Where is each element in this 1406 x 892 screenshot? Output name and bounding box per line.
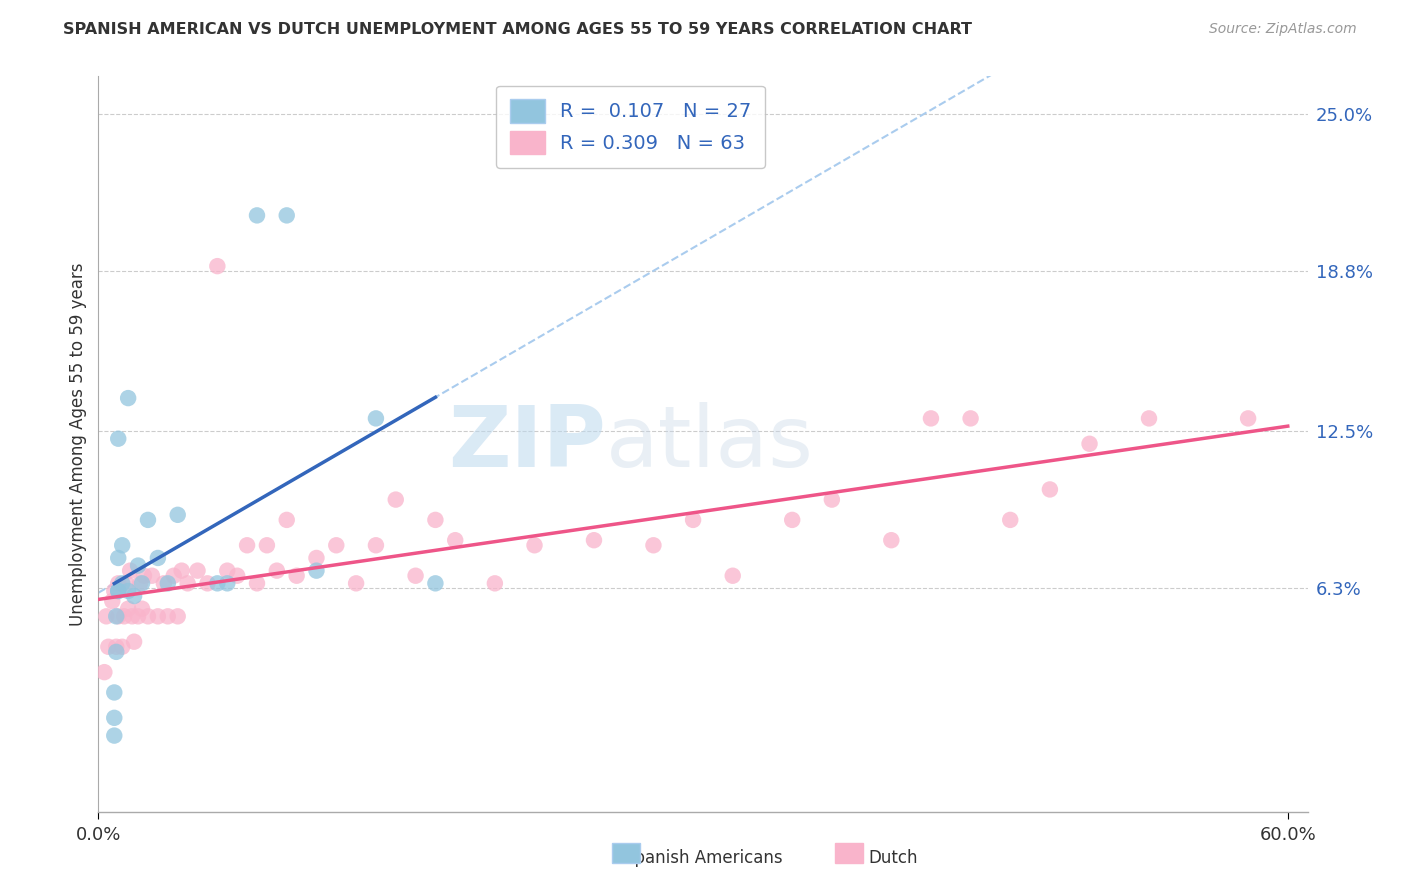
Point: [111, 640, 134, 654]
Point: [217, 576, 239, 591]
Point: [131, 601, 153, 615]
Point: [176, 576, 198, 591]
Point: [276, 208, 298, 222]
Point: [163, 568, 186, 582]
Point: [115, 576, 138, 591]
Point: [107, 576, 129, 591]
Point: [305, 564, 328, 578]
Point: [117, 391, 139, 405]
Point: [127, 558, 149, 573]
Point: [170, 564, 193, 578]
Point: [146, 609, 169, 624]
Point: [197, 576, 219, 591]
Point: [444, 533, 467, 548]
Point: [207, 259, 229, 273]
Point: [425, 513, 447, 527]
Text: Source: ZipAtlas.com: Source: ZipAtlas.com: [1209, 22, 1357, 37]
Point: [107, 609, 129, 624]
Point: [120, 564, 142, 578]
Point: [153, 576, 176, 591]
Point: [129, 576, 152, 591]
Point: [136, 513, 159, 527]
Point: [344, 576, 367, 591]
Point: [217, 564, 239, 578]
Point: [96, 609, 118, 624]
Point: [285, 568, 308, 582]
Point: [186, 564, 208, 578]
Point: [721, 568, 744, 582]
Point: [207, 576, 229, 591]
Point: [236, 538, 259, 552]
Point: [103, 729, 125, 743]
Point: [582, 533, 605, 548]
Point: [107, 583, 129, 598]
Point: [166, 508, 188, 522]
Point: [131, 576, 153, 591]
Point: [384, 492, 406, 507]
Point: [166, 609, 188, 624]
Point: [1078, 436, 1101, 450]
Point: [127, 609, 149, 624]
Point: [156, 576, 179, 591]
Y-axis label: Unemployment Among Ages 55 to 59 years: Unemployment Among Ages 55 to 59 years: [69, 262, 87, 625]
Point: [920, 411, 942, 425]
Point: [105, 609, 128, 624]
Text: Dutch: Dutch: [868, 849, 918, 867]
Point: [1137, 411, 1160, 425]
Point: [103, 685, 125, 699]
Text: Spanish Americans: Spanish Americans: [624, 849, 782, 867]
Point: [111, 576, 134, 591]
Point: [111, 538, 134, 552]
Point: [122, 589, 145, 603]
Point: [132, 568, 155, 582]
Point: [256, 538, 278, 552]
Point: [107, 551, 129, 566]
Point: [146, 551, 169, 566]
Point: [484, 576, 506, 591]
Point: [156, 609, 179, 624]
Point: [523, 538, 546, 552]
Point: [101, 594, 124, 608]
Text: SPANISH AMERICAN VS DUTCH UNEMPLOYMENT AMONG AGES 55 TO 59 YEARS CORRELATION CHA: SPANISH AMERICAN VS DUTCH UNEMPLOYMENT A…: [63, 22, 973, 37]
Point: [103, 711, 125, 725]
Point: [105, 640, 128, 654]
Point: [325, 538, 347, 552]
Point: [112, 609, 135, 624]
Point: [643, 538, 665, 552]
Point: [880, 533, 903, 548]
Point: [821, 492, 844, 507]
Legend: R =  0.107   N = 27, R = 0.309   N = 63: R = 0.107 N = 27, R = 0.309 N = 63: [496, 86, 765, 168]
Point: [276, 513, 298, 527]
Point: [1000, 513, 1022, 527]
Point: [246, 576, 269, 591]
Point: [105, 645, 128, 659]
Point: [93, 665, 115, 680]
Point: [97, 640, 120, 654]
Point: [122, 634, 145, 648]
Point: [780, 513, 803, 527]
Point: [141, 568, 163, 582]
Point: [117, 601, 139, 615]
Point: [107, 583, 129, 598]
Point: [103, 583, 125, 598]
Point: [405, 568, 427, 582]
Point: [364, 411, 387, 425]
Point: [1039, 483, 1062, 497]
Point: [266, 564, 288, 578]
Text: ZIP: ZIP: [449, 402, 606, 485]
Point: [364, 538, 387, 552]
Point: [246, 208, 269, 222]
Point: [117, 583, 139, 598]
Point: [121, 609, 143, 624]
Point: [682, 513, 704, 527]
Point: [107, 432, 129, 446]
Point: [305, 551, 328, 566]
Point: [226, 568, 249, 582]
Point: [959, 411, 981, 425]
Point: [425, 576, 447, 591]
Text: atlas: atlas: [606, 402, 814, 485]
Point: [136, 609, 159, 624]
Point: [1237, 411, 1260, 425]
